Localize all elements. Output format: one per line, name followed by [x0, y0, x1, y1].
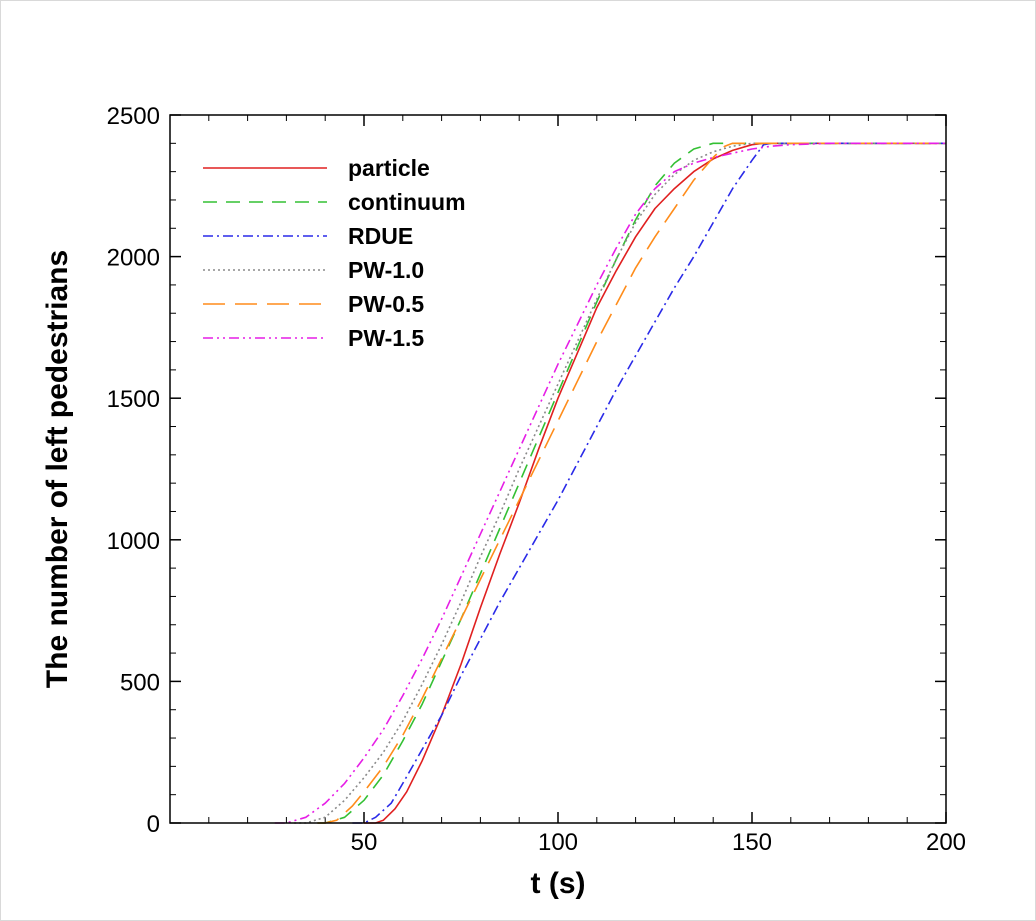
- legend-label-pw-0-5: PW-0.5: [348, 291, 424, 317]
- legend-label-particle: particle: [348, 155, 430, 181]
- series-lines: [274, 142, 946, 824]
- series-line-pw-1-5: [274, 142, 946, 824]
- series-line-particle: [364, 142, 946, 824]
- x-axis-title: t (s): [531, 867, 586, 900]
- x-tick-label: 200: [926, 829, 966, 856]
- series-line-rdue: [352, 142, 946, 824]
- legend-label-rdue: RDUE: [348, 223, 413, 249]
- legend-label-continuum: continuum: [348, 189, 466, 215]
- legend-label-pw-1-5: PW-1.5: [348, 325, 424, 351]
- series-line-pw-0-5: [317, 142, 946, 824]
- x-tick-labels: 50 100 150 200: [351, 829, 966, 856]
- y-tick-label: 0: [147, 811, 160, 838]
- legend: particle continuum RDUE PW-1.0 PW-0.5 PW-1.5: [203, 155, 466, 351]
- y-tick-label: 2000: [107, 245, 160, 272]
- minor-ticks: [170, 115, 946, 823]
- plot-area-border: [169, 114, 947, 824]
- y-tick-label: 500: [120, 669, 160, 696]
- x-tick-label: 150: [732, 829, 772, 856]
- major-ticks: [170, 114, 947, 824]
- y-axis-title: The number of left pedestrians: [41, 250, 74, 688]
- x-tick-label: 50: [351, 829, 378, 856]
- y-tick-label: 1500: [107, 386, 160, 413]
- y-tick-label: 1000: [107, 528, 160, 555]
- x-tick-label: 100: [538, 829, 578, 856]
- series-line-continuum: [317, 142, 946, 824]
- legend-label-pw-1-0: PW-1.0: [348, 257, 424, 283]
- y-tick-label: 2500: [107, 103, 160, 130]
- y-tick-labels: 0 500 1000 1500 2000 2500: [107, 103, 160, 838]
